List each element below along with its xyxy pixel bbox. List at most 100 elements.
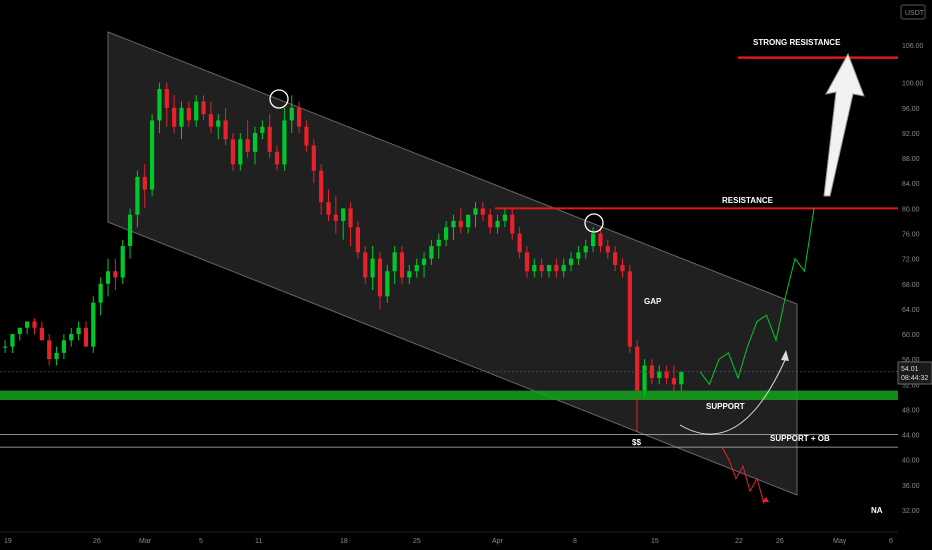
candle-body (113, 271, 118, 278)
candle-body (17, 327, 22, 335)
last-price-countdown: 08:44:32 (901, 375, 928, 382)
candle-body (561, 264, 566, 272)
candle-body (576, 252, 581, 259)
candle-body (61, 340, 66, 353)
candle-body (591, 233, 596, 247)
candle-body (532, 264, 537, 272)
candle-body (282, 120, 287, 165)
y-tick-label: 76.00 (902, 232, 920, 239)
bearish-arrowhead (762, 497, 769, 502)
highlight-circle-2 (584, 213, 604, 233)
y-tick-label: 56.00 (902, 357, 920, 364)
candle-body (377, 258, 383, 297)
y-tick-label: 84.00 (902, 181, 920, 188)
candle-body (370, 258, 375, 278)
candle-body (98, 283, 103, 303)
candle-body (230, 139, 236, 165)
x-tick-label: 18 (340, 538, 348, 545)
price-axis: USDT 106.00 100.00 96.00 92.00 88.00 84.00 80.… (898, 0, 932, 550)
candle-body (83, 327, 89, 347)
candle-body (620, 264, 625, 272)
candle-body (54, 352, 59, 360)
candle-body (355, 227, 360, 253)
y-tick-label: 100.00 (902, 81, 924, 88)
y-tick-label: 64.00 (902, 307, 920, 314)
candle-body (444, 227, 449, 240)
candle-body (517, 233, 522, 253)
candle-body (554, 264, 559, 272)
candle-body (333, 214, 338, 221)
support-label: SUPPORT (706, 402, 745, 411)
candle-body (135, 176, 140, 215)
level-lines-group (0, 56, 898, 373)
candle-body (245, 139, 250, 152)
candle-body (568, 258, 574, 265)
candle-body (105, 271, 111, 284)
x-tick-label: 15 (651, 538, 659, 545)
candle-body (605, 246, 610, 253)
candle-body (407, 271, 412, 278)
highlight-circle-1 (269, 89, 289, 109)
candle-body (657, 371, 662, 379)
candle-body (76, 327, 81, 335)
curved-arrow (679, 359, 786, 435)
candle-body (421, 258, 427, 265)
candle-body (392, 252, 397, 272)
last-price-tag: 54.01 08:44:32 (897, 361, 932, 385)
candle-body (157, 88, 162, 121)
na-label: NA (871, 506, 883, 515)
x-tick-label: 19 (4, 538, 12, 545)
y-tick-label: 48.00 (902, 407, 920, 414)
candle-body (502, 214, 507, 221)
candle-body (671, 378, 677, 385)
ss-label: $$ (632, 438, 641, 447)
candle-body (399, 252, 405, 278)
currency-label: USDT (905, 10, 925, 17)
candle-body (297, 107, 302, 127)
candle-body (47, 340, 52, 360)
resistance-label: RESISTANCE (722, 196, 774, 205)
strong-resistance-label: STRONG RESISTANCE (753, 38, 841, 47)
candle-body (649, 365, 654, 379)
candle-body (642, 365, 647, 391)
candle-body (252, 132, 258, 152)
x-tick-label: 8 (573, 538, 577, 545)
x-tick-label: 26 (776, 538, 784, 545)
candle-body (238, 139, 243, 165)
y-tick-label: 72.00 (902, 257, 920, 264)
candle-body (25, 321, 30, 328)
currency-box[interactable] (900, 4, 926, 20)
candle-body (260, 126, 265, 133)
candle-body (179, 107, 184, 127)
big-up-arrow (823, 52, 865, 197)
candle-body (3, 346, 8, 348)
candle-body (10, 334, 15, 347)
y-tick-label: 44.00 (902, 433, 920, 440)
candle-body (127, 214, 133, 247)
candle-body (326, 202, 331, 215)
candle-body (546, 264, 552, 272)
candle-body (186, 107, 191, 121)
candle-body (39, 327, 44, 341)
candle-body (304, 126, 309, 146)
time-axis: 19 26 Mar 5 11 18 25 Apr 8 15 22 26 May 6 (0, 531, 898, 545)
y-tick-label: 92.00 (902, 131, 920, 138)
candle-body (429, 246, 434, 259)
candle-body (495, 220, 500, 228)
candle-body (32, 321, 37, 328)
y-tick-label: 40.00 (902, 458, 920, 465)
candle-body (69, 334, 74, 341)
candle-body (679, 371, 684, 385)
candle-body (363, 252, 368, 278)
last-price-value: 54.01 (901, 366, 919, 373)
x-tick-label: 26 (93, 538, 101, 545)
y-tick-label: 68.00 (902, 282, 920, 289)
candle-body (598, 233, 603, 247)
candle-body (274, 151, 280, 165)
x-tick-label: Apr (492, 538, 504, 545)
candle-body (201, 101, 206, 115)
candle-body (216, 120, 221, 127)
gap-label: GAP (644, 297, 662, 306)
y-tick-label: 96.00 (902, 106, 920, 113)
